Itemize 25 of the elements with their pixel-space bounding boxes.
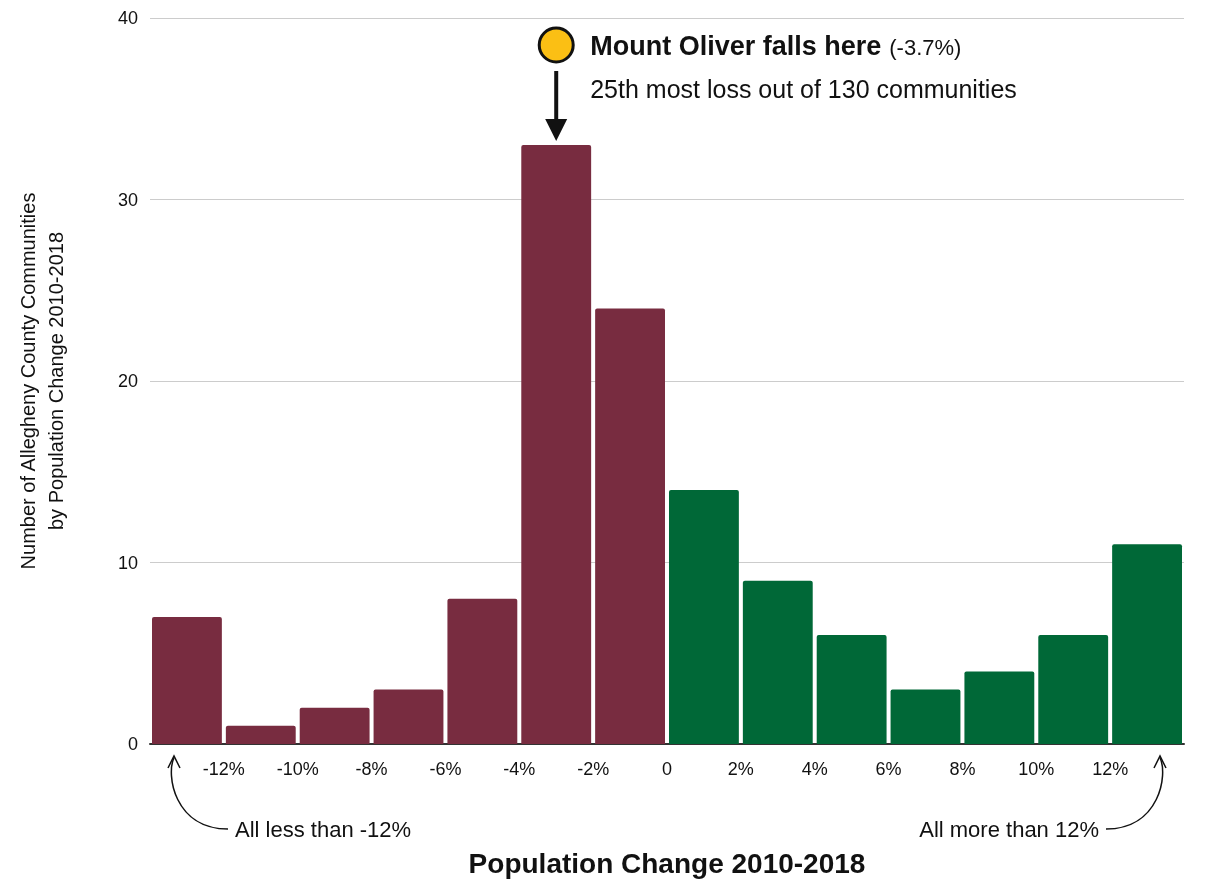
x-tick-label: -10%: [276, 759, 319, 779]
annotation: (-3.7%): [889, 35, 962, 60]
x-tick-label: 0: [661, 759, 673, 779]
text: All more than 12%: [919, 817, 1099, 842]
x-tick-label: -8%: [355, 759, 388, 779]
x-tick-label: 2%: [727, 759, 754, 779]
y-tick-label: 20: [117, 371, 138, 391]
x-tick-label: 10%: [1018, 759, 1055, 779]
x-tick-label: 4%: [801, 759, 828, 779]
y-tick-label: 40: [117, 8, 138, 28]
y-tick-label: 30: [117, 189, 138, 210]
annotation: 25th most loss out of 130 communities: [590, 75, 1017, 103]
x-axis-title: Population Change 2010-2018: [468, 847, 866, 879]
x-tick-label: 8%: [949, 759, 976, 779]
x-tick-label: -4%: [503, 759, 536, 779]
y-tick-label: 10: [117, 552, 138, 573]
x-tick-label: 6%: [875, 759, 902, 779]
x-tick-label: 12%: [1092, 759, 1129, 779]
y-tick-label: 0: [127, 734, 138, 754]
text: All less than -12%: [235, 817, 412, 842]
y-axis-title: Number of Allegheny County Communities by Population Change 2010-2018: [17, 192, 67, 570]
x-tick-label: -6%: [429, 759, 462, 779]
annotation: Mount Oliver falls here: [590, 31, 882, 61]
x-tick-label: -12%: [202, 759, 245, 779]
x-tick-label: -2%: [577, 759, 610, 779]
